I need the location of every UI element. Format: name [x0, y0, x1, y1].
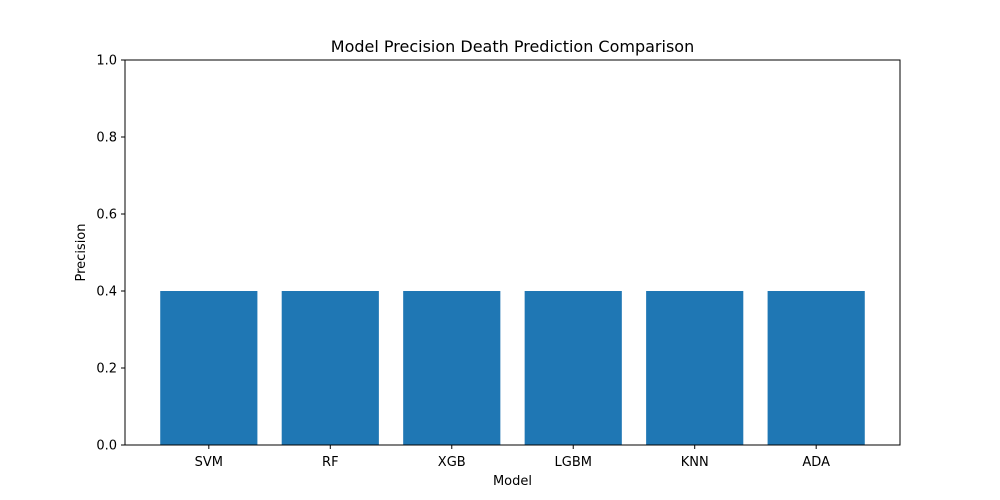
bar-lgbm [524, 291, 622, 445]
x-tick-label-lgbm: LGBM [555, 455, 592, 470]
plot-area-frame [124, 59, 901, 446]
bar-ada [767, 291, 865, 445]
x-tick-label-rf: RF [322, 455, 339, 470]
y-tick-label: 0.2 [96, 362, 117, 377]
bar-knn [646, 291, 744, 445]
bar-rf [281, 291, 379, 445]
y-axis-label: Precision [74, 223, 89, 281]
chart-title: Model Precision Death Prediction Compari… [331, 37, 694, 56]
y-tick-label: 0.6 [96, 208, 117, 223]
y-axis-ticks: 0.0 0.2 0.4 0.6 0.8 1.0 [96, 54, 125, 454]
x-axis-ticks: SVM RF XGB LGBM KNN ADA [195, 445, 830, 470]
y-tick-label: 1.0 [96, 54, 117, 69]
y-tick-label: 0.8 [96, 131, 117, 146]
x-tick-label-knn: KNN [681, 455, 709, 470]
x-axis-label: Model [493, 474, 532, 489]
x-tick-label-svm: SVM [195, 455, 223, 470]
y-tick-label: 0.0 [96, 439, 117, 454]
x-tick-label-xgb: XGB [438, 455, 466, 470]
bar-svm [160, 291, 258, 445]
bars-layer [160, 291, 865, 445]
y-tick-label: 0.4 [96, 285, 117, 300]
bar-xgb [403, 291, 501, 445]
x-tick-label-ada: ADA [802, 455, 830, 470]
